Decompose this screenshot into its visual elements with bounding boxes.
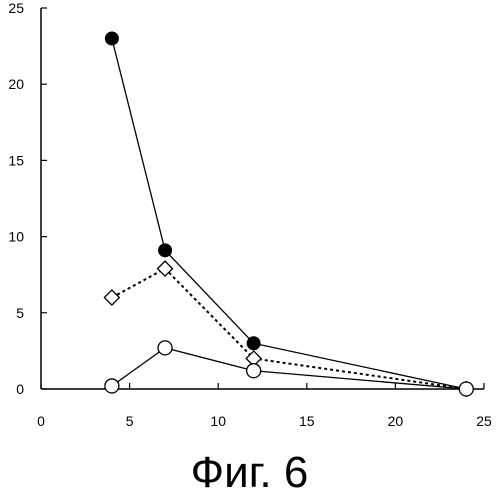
series-3-point	[459, 382, 473, 396]
series-line-1	[112, 38, 466, 389]
chart-series-layer	[104, 32, 473, 397]
y-tick-label: 10	[8, 229, 24, 245]
y-tick-label: 0	[16, 381, 24, 397]
series-3-point	[158, 341, 172, 355]
figure-caption: Фиг. 6	[0, 446, 499, 500]
series-1-point	[105, 32, 118, 45]
y-tick-label: 25	[8, 0, 24, 16]
x-tick-label: 0	[37, 413, 45, 429]
x-tick-label: 20	[388, 413, 404, 429]
x-tick-label: 5	[126, 413, 134, 429]
series-3-point	[247, 364, 261, 378]
y-tick-label: 15	[8, 152, 24, 168]
series-line-2	[112, 269, 466, 389]
series-3-point	[105, 379, 119, 393]
y-tick-label: 5	[16, 305, 24, 321]
series-1-point	[247, 337, 260, 350]
x-tick-label: 25	[476, 413, 492, 429]
x-tick-label: 15	[299, 413, 315, 429]
chart: 0 5 10 15 20 25 0 5 10 15 20 25	[0, 0, 499, 440]
y-tick-label: 20	[8, 76, 24, 92]
series-2-point	[104, 290, 119, 305]
x-tick-label: 10	[210, 413, 226, 429]
series-1-point	[159, 244, 172, 257]
